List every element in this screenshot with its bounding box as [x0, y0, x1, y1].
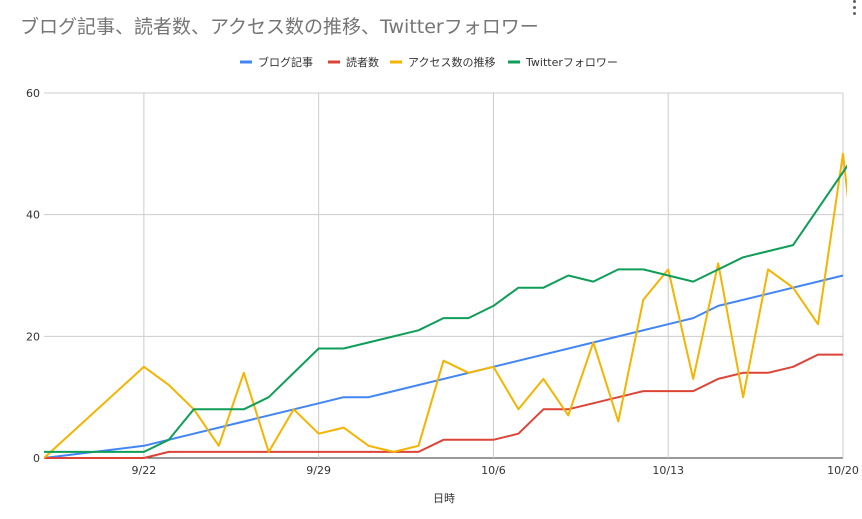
x-tick-label: 10/13 — [652, 464, 684, 477]
series-line-1[interactable] — [44, 353, 843, 459]
legend-label[interactable]: アクセス数の推移 — [408, 55, 495, 69]
y-tick-label: 60 — [26, 87, 40, 100]
series-line-2[interactable] — [44, 152, 862, 459]
y-tick-label: 40 — [26, 209, 40, 222]
legend-label[interactable]: 読者数 — [346, 55, 379, 69]
series-line-3[interactable] — [44, 136, 862, 453]
y-tick-label: 20 — [26, 330, 40, 343]
x-tick-label: 10/6 — [481, 464, 506, 477]
x-axis-title: 日時 — [433, 492, 455, 505]
axis-labels: 0 20 40 60 9/22 9/29 10/6 10/13 10/20 — [26, 87, 859, 477]
x-tick-label: 9/22 — [132, 464, 157, 477]
more-options-icon[interactable] — [852, 0, 858, 16]
legend-label[interactable]: Twitterフォロワー — [525, 56, 618, 69]
chart-grid — [44, 92, 844, 459]
x-tick-label: 9/29 — [306, 464, 331, 477]
legend-label[interactable]: ブログ記事 — [258, 55, 313, 69]
chart-series — [44, 136, 862, 459]
y-tick-label: 0 — [33, 452, 40, 465]
chart-title: ブログ記事、読者数、アクセス数の推移、Twitterフォロワー — [20, 16, 539, 38]
x-tick-label: 10/20 — [827, 464, 859, 477]
chart-legend: ブログ記事 読者数 アクセス数の推移 Twitterフォロワー — [240, 55, 618, 69]
series-line-0[interactable] — [44, 274, 844, 459]
